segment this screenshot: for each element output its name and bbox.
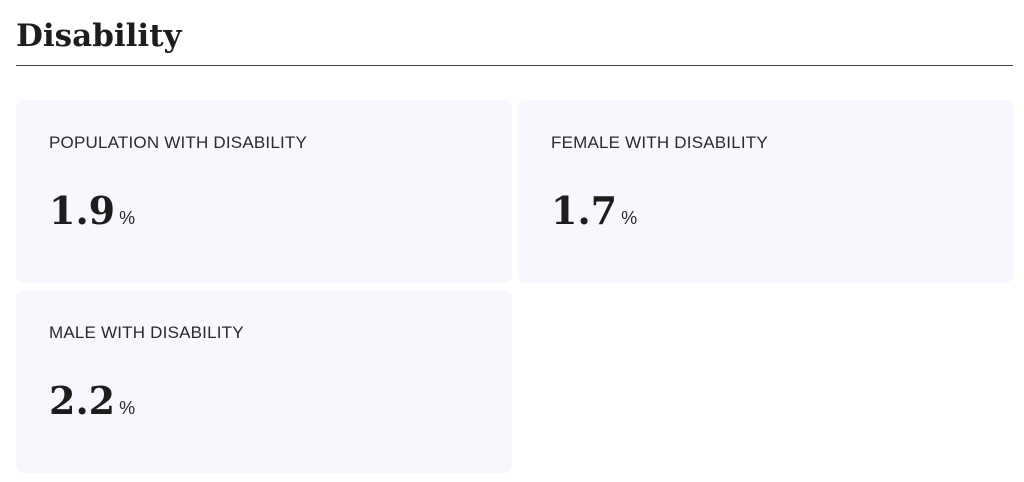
stat-value: 1.9% bbox=[49, 188, 135, 233]
stat-label: MALE WITH DISABILITY bbox=[49, 323, 244, 342]
stat-label: FEMALE WITH DISABILITY bbox=[551, 133, 768, 152]
stat-card: POPULATION WITH DISABILITY 1.9% bbox=[16, 100, 512, 283]
stat-card: MALE WITH DISABILITY 2.2% bbox=[16, 290, 512, 473]
stat-value: 1.7% bbox=[551, 188, 637, 233]
stat-number: 1.9 bbox=[49, 188, 116, 233]
divider bbox=[16, 65, 1013, 66]
stat-number: 1.7 bbox=[551, 188, 618, 233]
stat-value: 2.2% bbox=[49, 378, 135, 423]
stat-label: POPULATION WITH DISABILITY bbox=[49, 133, 308, 152]
stat-unit: % bbox=[119, 398, 136, 418]
section-title: Disability bbox=[16, 18, 182, 54]
stat-unit: % bbox=[621, 208, 638, 228]
stat-card: FEMALE WITH DISABILITY 1.7% bbox=[518, 100, 1013, 283]
card-grid: POPULATION WITH DISABILITY 1.9% FEMALE WIT… bbox=[16, 100, 1013, 473]
stat-number: 2.2 bbox=[49, 378, 116, 423]
stat-unit: % bbox=[119, 208, 136, 228]
